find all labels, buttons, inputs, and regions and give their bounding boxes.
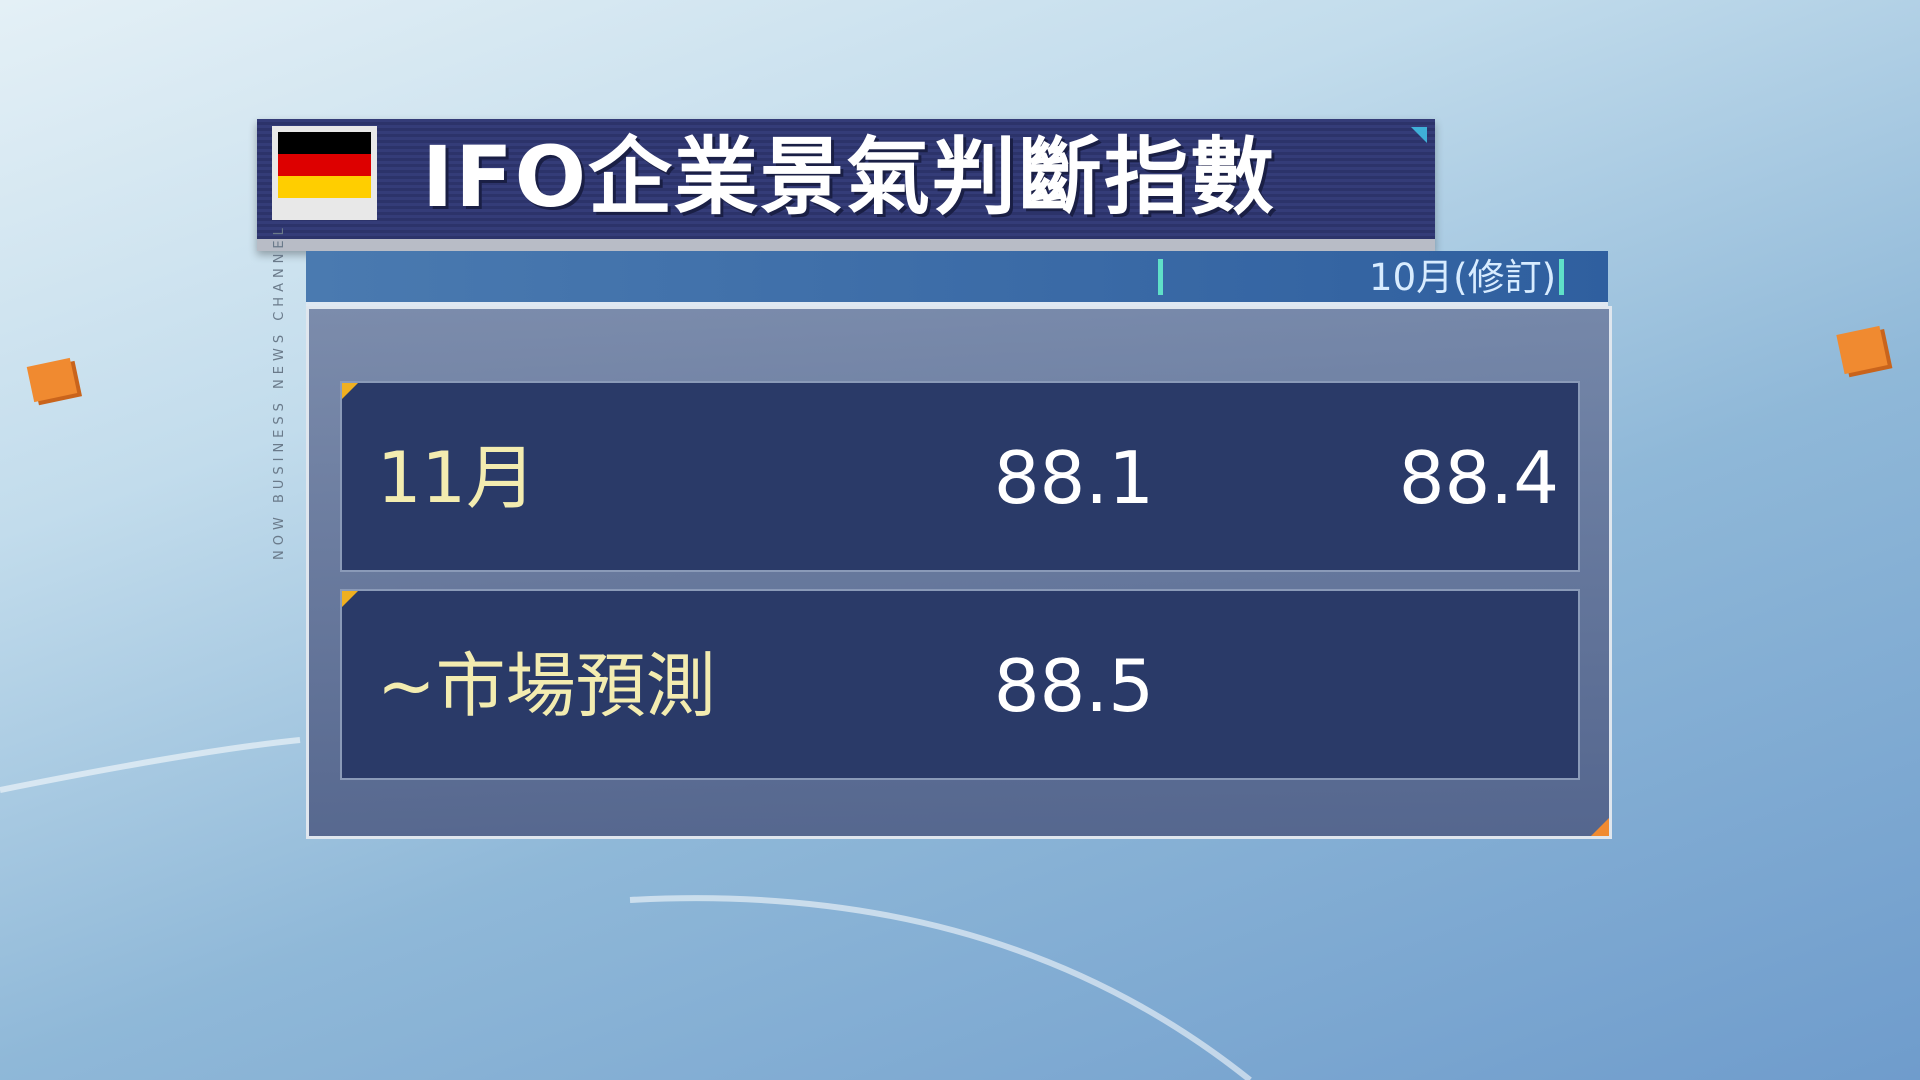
table-row: ~市場預測 88.5 xyxy=(340,589,1580,780)
corner-marker-icon xyxy=(342,591,358,607)
corner-accent xyxy=(1411,127,1427,143)
row-label: ~市場預測 xyxy=(377,645,716,727)
background-arc xyxy=(0,737,301,793)
table-row: 11月 88.1 88.4 xyxy=(340,381,1580,572)
channel-watermark: NOW BUSINESS NEWS CHANNEL xyxy=(272,223,287,560)
row-value-current: 88.1 xyxy=(993,436,1154,520)
page-title: IFO企業景氣判斷指數 xyxy=(422,128,1277,226)
germany-flag-icon xyxy=(272,126,377,220)
data-panel: 11月 88.1 88.4 ~市場預測 88.5 xyxy=(306,306,1612,839)
background-arc xyxy=(629,895,1252,1080)
column-header-strip: 10月(修訂) xyxy=(306,251,1608,306)
row-value-current: 88.5 xyxy=(993,644,1154,728)
row-label: 11月 xyxy=(377,437,537,519)
title-bar: IFO企業景氣判斷指數 xyxy=(257,119,1435,251)
column-header-previous: 10月(修訂) xyxy=(1369,256,1556,299)
column-divider xyxy=(1559,259,1564,295)
row-value-previous: 88.4 xyxy=(1398,436,1559,520)
column-divider xyxy=(1158,259,1163,295)
corner-accent xyxy=(1591,818,1609,836)
corner-marker-icon xyxy=(342,383,358,399)
